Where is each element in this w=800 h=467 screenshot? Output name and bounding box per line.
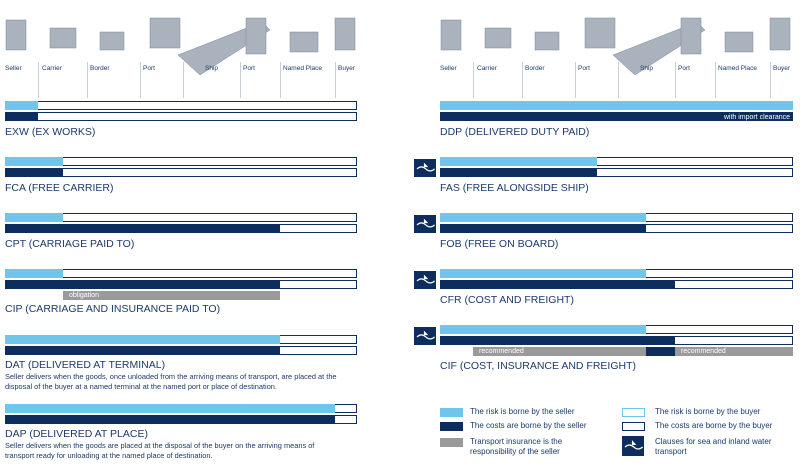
bar-fill (5, 335, 280, 344)
bar-fill (5, 269, 63, 278)
term-description: Seller delivers when the goods, once unl… (5, 372, 337, 391)
stage-label: Named Place (718, 65, 758, 72)
stage-divider (240, 62, 241, 98)
term-name: EXW (EX WORKS) (5, 126, 96, 138)
legend-swatch (622, 408, 645, 417)
sea-transport-icon (414, 327, 436, 345)
insurance-bar: recommended (675, 347, 793, 356)
legend-text: Transport insurance is the responsibilit… (470, 437, 563, 456)
term-name: FCA (FREE CARRIER) (5, 182, 114, 194)
stage-label: Border (525, 65, 545, 72)
legend-swatch (622, 422, 645, 431)
stage-label: Port (678, 65, 690, 72)
term-name: DAP (DELIVERED AT PLACE) (5, 428, 148, 440)
insurance-bar: obligation (63, 291, 280, 300)
legend-swatch (440, 438, 463, 447)
bar-fill (440, 101, 793, 110)
term-name: CFR (COST AND FREIGHT) (440, 294, 574, 306)
stage-label: Named Place (283, 65, 323, 72)
stage-divider (522, 62, 523, 98)
term-name: DDP (DELIVERED DUTY PAID) (440, 126, 590, 138)
legend-text: The costs are borne by the buyer (655, 421, 773, 430)
bar-fill (5, 168, 63, 177)
stage-label: Buyer (773, 65, 790, 72)
stage-label: Port (578, 65, 590, 72)
bar-fill (440, 112, 793, 121)
bar-fill (5, 101, 38, 110)
stage-label: Ship (205, 65, 219, 72)
bar-fill (440, 224, 646, 233)
legend-text: The risk is borne by the buyer (655, 407, 761, 416)
stage-divider (335, 62, 336, 98)
stage-divider (618, 62, 619, 98)
stage-label: Seller (440, 65, 457, 72)
stage-label: Seller (5, 65, 22, 72)
bar-fill (440, 325, 646, 334)
insurance-bar: recommended (473, 347, 646, 356)
stage-label: Port (143, 65, 155, 72)
sea-transport-icon (414, 271, 436, 289)
sea-transport-icon (414, 159, 436, 177)
header-illustrations (5, 17, 791, 76)
stage-divider (715, 62, 716, 98)
stage-divider (87, 62, 88, 98)
bar-fill (5, 157, 63, 166)
stage-label: Carrier (477, 65, 497, 72)
bar-fill (5, 213, 63, 222)
term-name: CPT (CARRIAGE PAID TO) (5, 238, 135, 250)
stage-label: Buyer (338, 65, 355, 72)
sea-transport-icon (622, 436, 644, 456)
bar-track (5, 112, 357, 121)
stage-divider (183, 62, 184, 98)
legend-text: The costs are borne by the seller (470, 421, 587, 430)
insurance-gap (646, 347, 675, 356)
stage-divider (770, 62, 771, 98)
sea-transport-icon (414, 215, 436, 233)
bar-fill (5, 346, 280, 355)
term-name: DAT (DELIVERED AT TERMINAL) (5, 359, 166, 371)
bar-fill (440, 213, 646, 222)
term-name: CIP (CARRIAGE AND INSURANCE PAID TO) (5, 303, 221, 315)
term-name: FAS (FREE ALONGSIDE SHIP) (440, 182, 589, 194)
term-name: CIF (COST, INSURANCE AND FREIGHT) (440, 360, 637, 372)
stage-divider (140, 62, 141, 98)
bar-fill (440, 168, 597, 177)
bar-fill (5, 280, 280, 289)
stage-divider (675, 62, 676, 98)
stage-label: Port (243, 65, 255, 72)
legend-text: The risk is borne by the seller (470, 407, 575, 416)
stage-divider (473, 62, 474, 98)
stage-divider (38, 62, 39, 98)
bar-fill (5, 404, 335, 413)
bar-fill (5, 112, 38, 121)
legend-swatch (440, 408, 463, 417)
bar-fill (440, 280, 675, 289)
bar-fill (440, 157, 597, 166)
stage-divider (575, 62, 576, 98)
bar-track (5, 101, 357, 110)
legend-swatch (440, 422, 463, 431)
stage-label: Ship (640, 65, 654, 72)
bar-fill (5, 224, 280, 233)
clearance-note: with import clearance (723, 114, 790, 121)
term-name: FOB (FREE ON BOARD) (440, 238, 559, 250)
stage-divider (280, 62, 281, 98)
term-description: Seller delivers when the goods are place… (5, 441, 315, 460)
bar-fill (440, 336, 675, 345)
bar-fill (440, 269, 646, 278)
stage-label: Border (90, 65, 110, 72)
bar-fill (5, 415, 335, 424)
stage-label: Carrier (42, 65, 62, 72)
legend-text: Clauses for sea and inland water transpo… (655, 437, 772, 456)
